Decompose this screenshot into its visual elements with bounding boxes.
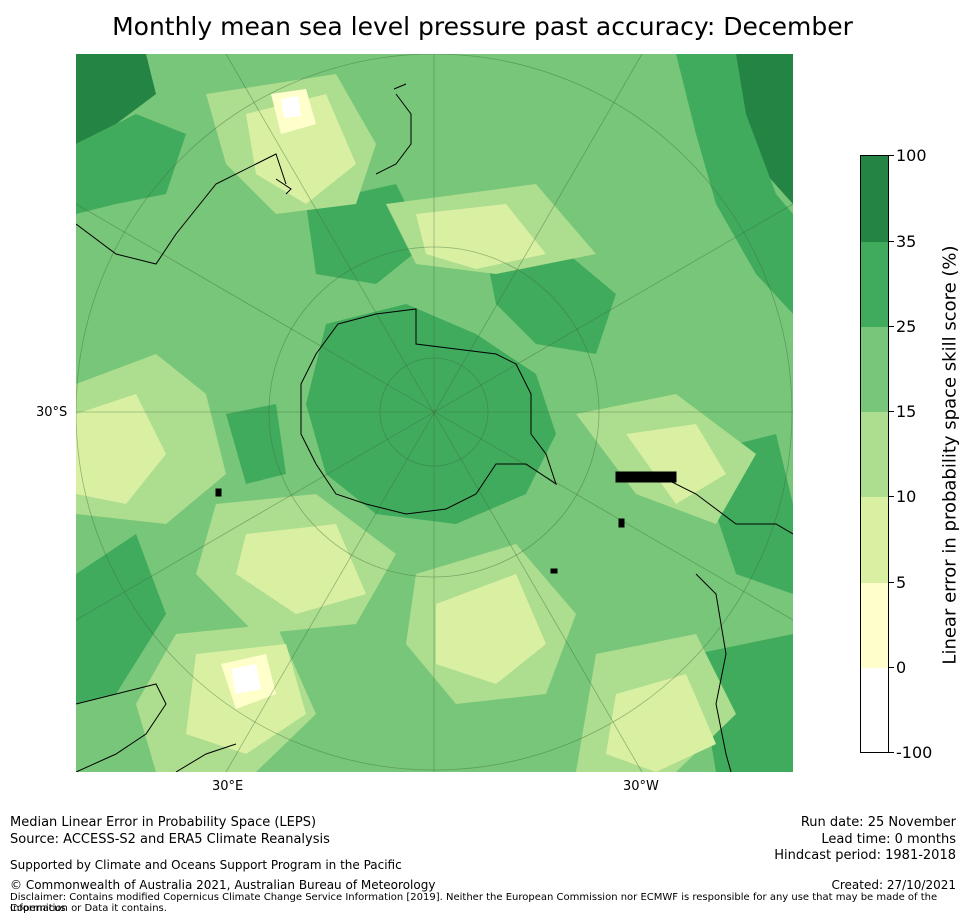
footer-disclaimer-1: Disclaimer: Contains modified Copernicus… — [10, 892, 938, 914]
footer-disclaimer-2: Information or Data it contains. — [10, 903, 167, 914]
coastlines — [76, 83, 793, 772]
patch-midgreen — [76, 534, 166, 704]
footer-hindcast: Hindcast period: 1981-2018 — [774, 848, 956, 863]
patch-yellowgreen — [626, 424, 726, 504]
lon-label-30w: 30°W — [623, 779, 659, 794]
graticule-circle — [268, 246, 600, 578]
patch-yellowgreen — [236, 524, 366, 614]
colorbar-tick — [888, 155, 894, 156]
colorbar-segment — [861, 327, 888, 412]
patch-yellowgreen — [76, 394, 166, 504]
graticule-meridian — [225, 54, 643, 772]
colorbar-tick-label: 10 — [896, 487, 917, 506]
new-zealand-coast — [375, 83, 412, 175]
patch-yellowgreen — [246, 94, 356, 204]
chart-title: Monthly mean sea level pressure past acc… — [112, 12, 853, 41]
graticule-circle — [379, 357, 489, 467]
footer-created: Created: 27/10/2021 — [831, 878, 956, 892]
colorbar-tick-label: 15 — [896, 402, 917, 421]
colorbar-segment — [861, 583, 888, 668]
graticule-meridian — [225, 54, 643, 772]
footer-leps: Median Linear Error in Probability Space… — [10, 815, 317, 830]
colorbar-tick-label: 25 — [896, 317, 917, 336]
patch-midgreen — [306, 304, 556, 524]
colorbar-segment — [861, 412, 888, 497]
graticule-meridian — [76, 203, 793, 621]
polar-map — [76, 54, 793, 772]
colorbar-tick-label: 100 — [896, 146, 927, 165]
graticule-meridian — [76, 203, 793, 621]
small-island — [550, 568, 558, 574]
colorbar-segment — [861, 497, 888, 583]
colorbar-tick-label: -100 — [896, 743, 933, 762]
antarctica-coast — [300, 308, 557, 515]
patch-white — [281, 96, 301, 118]
colorbar — [860, 155, 889, 753]
patch-yellowgreen — [416, 204, 546, 269]
patch-white — [231, 664, 261, 694]
footer-run-date: Run date: 25 November — [800, 815, 956, 830]
colorbar-title: Linear error in probability space skill … — [939, 245, 961, 665]
tierra-del-fuego — [615, 471, 677, 483]
footer-lead-time: Lead time: 0 months — [821, 832, 956, 847]
colorbar-tick — [888, 667, 894, 668]
colorbar-segment — [861, 668, 888, 752]
colorbar-tick — [888, 752, 894, 753]
patch-midgreen — [676, 54, 793, 314]
lon-label-30e: 30°E — [212, 779, 244, 794]
colorbar-tick-label: 35 — [896, 232, 917, 251]
patch-midgreen — [226, 404, 286, 484]
patch-yellowgreen — [436, 574, 546, 684]
patch-darkgreen — [76, 54, 156, 144]
skill-patches — [76, 54, 793, 772]
footer-support: Supported by Climate and Oceans Support … — [10, 858, 402, 872]
colorbar-tick-label: 0 — [896, 658, 907, 677]
colorbar-segment — [861, 156, 888, 242]
africa-coast — [76, 683, 237, 772]
lat-label-30s: 30°S — [36, 405, 68, 420]
patch-midgreen — [486, 244, 616, 354]
colorbar-tick — [888, 326, 894, 327]
patch-midgreen — [696, 634, 793, 772]
small-island — [215, 488, 222, 497]
footer-source: Source: ACCESS-S2 and ERA5 Climate Reana… — [10, 832, 330, 847]
graticule — [76, 54, 793, 772]
colorbar-tick — [888, 496, 894, 497]
small-island — [618, 518, 625, 528]
patch-darkgreen — [736, 54, 793, 204]
patch-yellowgreen — [606, 674, 716, 772]
colorbar-tick — [888, 241, 894, 242]
australia-coast — [76, 153, 292, 265]
patch-midgreen — [76, 114, 186, 214]
footer-copyright: © Commonwealth of Australia 2021, Austra… — [10, 878, 436, 892]
colorbar-tick — [888, 411, 894, 412]
graticule-circle — [76, 54, 793, 771]
map-svg — [76, 54, 793, 772]
colorbar-segment — [861, 242, 888, 327]
colorbar-tick-label: 5 — [896, 573, 907, 592]
colorbar-tick — [888, 582, 894, 583]
